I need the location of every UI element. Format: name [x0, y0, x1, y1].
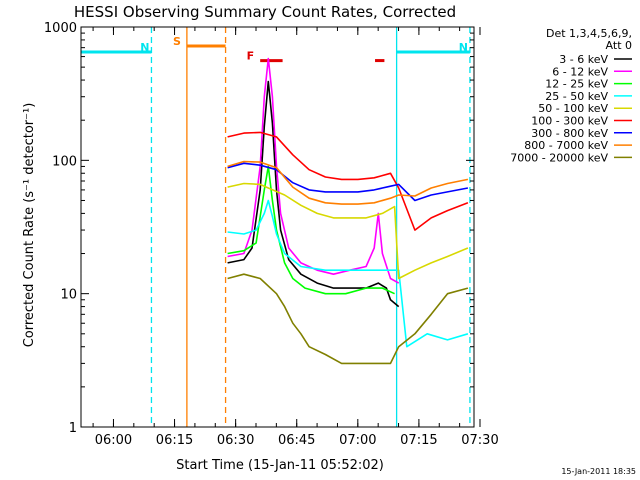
legend-entry-label-1: 6 - 12 keV — [552, 65, 608, 78]
x-tick-label-4: 07:00 — [339, 433, 376, 448]
series-line-3 — [227, 199, 469, 348]
legend-entry-label-7: 800 - 7000 keV — [524, 139, 608, 152]
series-line-0 — [227, 80, 400, 308]
annotation-letter-night-1: N — [459, 41, 468, 54]
annotation-letter-night-0: N — [140, 41, 149, 54]
series-line-4 — [227, 182, 469, 280]
x-tick-label-2: 06:30 — [217, 433, 254, 448]
legend-entry-label-6: 300 - 800 keV — [531, 127, 608, 140]
x-tick-label-3: 06:45 — [278, 433, 315, 448]
x-tick-label-1: 06:15 — [156, 433, 193, 448]
plot-frame — [80, 26, 475, 428]
x-tick-label-6: 07:30 — [461, 433, 498, 448]
legend-entry-label-5: 100 - 300 keV — [531, 115, 608, 128]
chart-title: HESSI Observing Summary Count Rates, Cor… — [74, 3, 456, 21]
annotation-letter-flare-3: F — [247, 50, 255, 63]
legend-header-line-1: Att 0 — [606, 39, 632, 52]
series-line-7 — [227, 160, 469, 205]
legend-entry-label-8: 7000 - 20000 keV — [510, 151, 608, 164]
x-tick-label-5: 07:15 — [400, 433, 437, 448]
legend-entry-label-2: 12 - 25 keV — [545, 78, 608, 91]
y-tick-label-0: 1 — [69, 421, 77, 436]
annotation-letter-saa-2: S — [173, 35, 181, 48]
legend-entry-label-4: 50 - 100 keV — [538, 102, 608, 115]
y-tick-label-2: 100 — [52, 154, 77, 169]
x-tick-label-0: 06:00 — [95, 433, 132, 448]
series-line-6 — [227, 162, 469, 202]
timestamp-label: 15-Jan-2011 18:35 — [561, 467, 636, 476]
legend-entry-label-0: 3 - 6 keV — [559, 53, 608, 66]
x-axis-label: Start Time (15-Jan-11 05:52:02) — [176, 458, 384, 473]
series-line-8 — [227, 273, 469, 365]
y-tick-label-1: 10 — [60, 288, 77, 303]
series-line-5 — [227, 131, 469, 231]
legend-entry-label-3: 25 - 50 keV — [545, 90, 608, 103]
y-tick-label-3: 1000 — [44, 21, 77, 36]
y-axis-label: Corrected Count Rate (s⁻¹ detector⁻¹) — [22, 103, 37, 348]
series-line-1 — [227, 57, 400, 284]
legend-header-line-0: Det 1,3,4,5,6,9, — [546, 27, 632, 40]
